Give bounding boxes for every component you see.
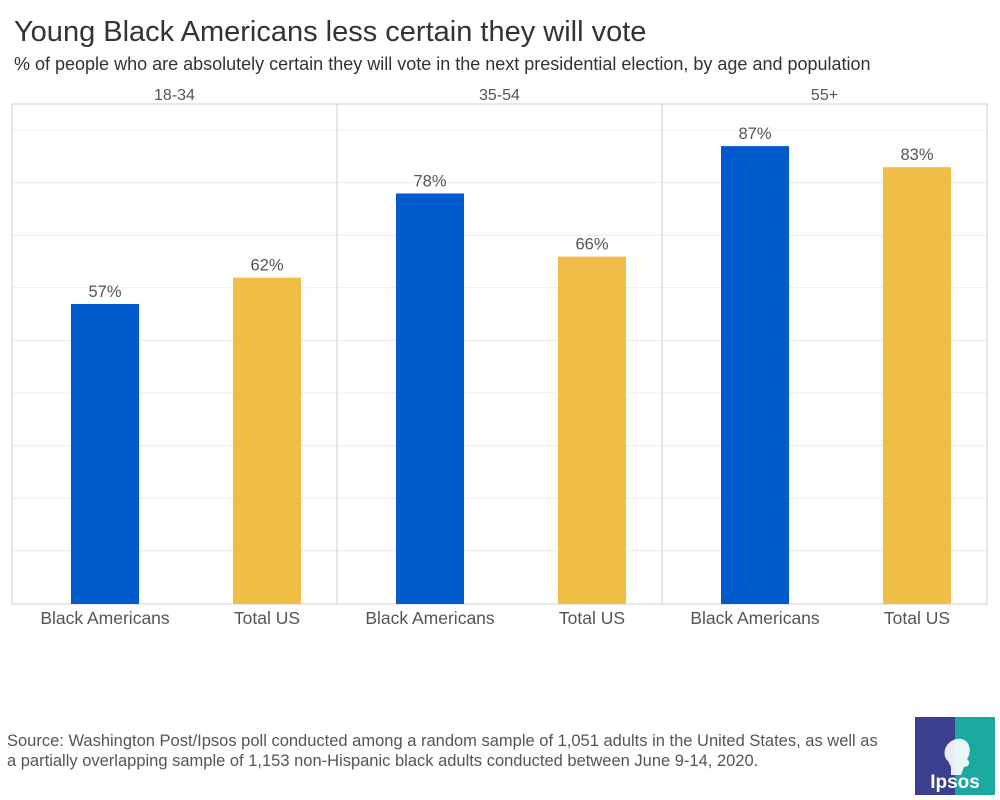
facet-label-35-54: 35-54 [479, 87, 520, 104]
data-label: 87% [738, 125, 771, 143]
x-tick-label: Black Americans [690, 608, 820, 628]
facet-label-18-34: 18-34 [154, 87, 195, 104]
ipsos-logo: Ipsos [915, 717, 995, 795]
facet-panel-55+ [661, 103, 988, 605]
data-label: 83% [900, 146, 933, 164]
x-tick-label: Total US [884, 608, 950, 628]
x-tick-label: Total US [234, 608, 300, 628]
bar-35-54-black-americans [396, 193, 464, 604]
bar-18-34-black-americans [71, 304, 139, 604]
source-note: Source: Washington Post/Ipsos poll condu… [7, 732, 878, 770]
chart-title: Young Black Americans less certain they … [14, 16, 647, 48]
bar-18-34-total-us [233, 277, 301, 604]
bar-35-54-total-us [558, 256, 626, 604]
x-tick-label: Black Americans [40, 608, 170, 628]
x-tick-label: Black Americans [365, 608, 495, 628]
logo-text: Ipsos [930, 772, 980, 793]
bar-55+-total-us [883, 167, 951, 604]
data-label: 62% [250, 257, 283, 275]
x-tick-label: Total US [559, 608, 625, 628]
data-label: 66% [575, 236, 608, 254]
facet-label-55+: 55+ [811, 87, 838, 104]
bar-55+-black-americans [721, 146, 789, 604]
faceted-bar-chart: 18-34 57% Black Americans 62% Total US 35-54 7… [11, 87, 988, 628]
data-label: 78% [413, 172, 446, 190]
data-label: 57% [88, 283, 121, 301]
chart-subtitle: % of people who are absolutely certain t… [14, 54, 871, 74]
